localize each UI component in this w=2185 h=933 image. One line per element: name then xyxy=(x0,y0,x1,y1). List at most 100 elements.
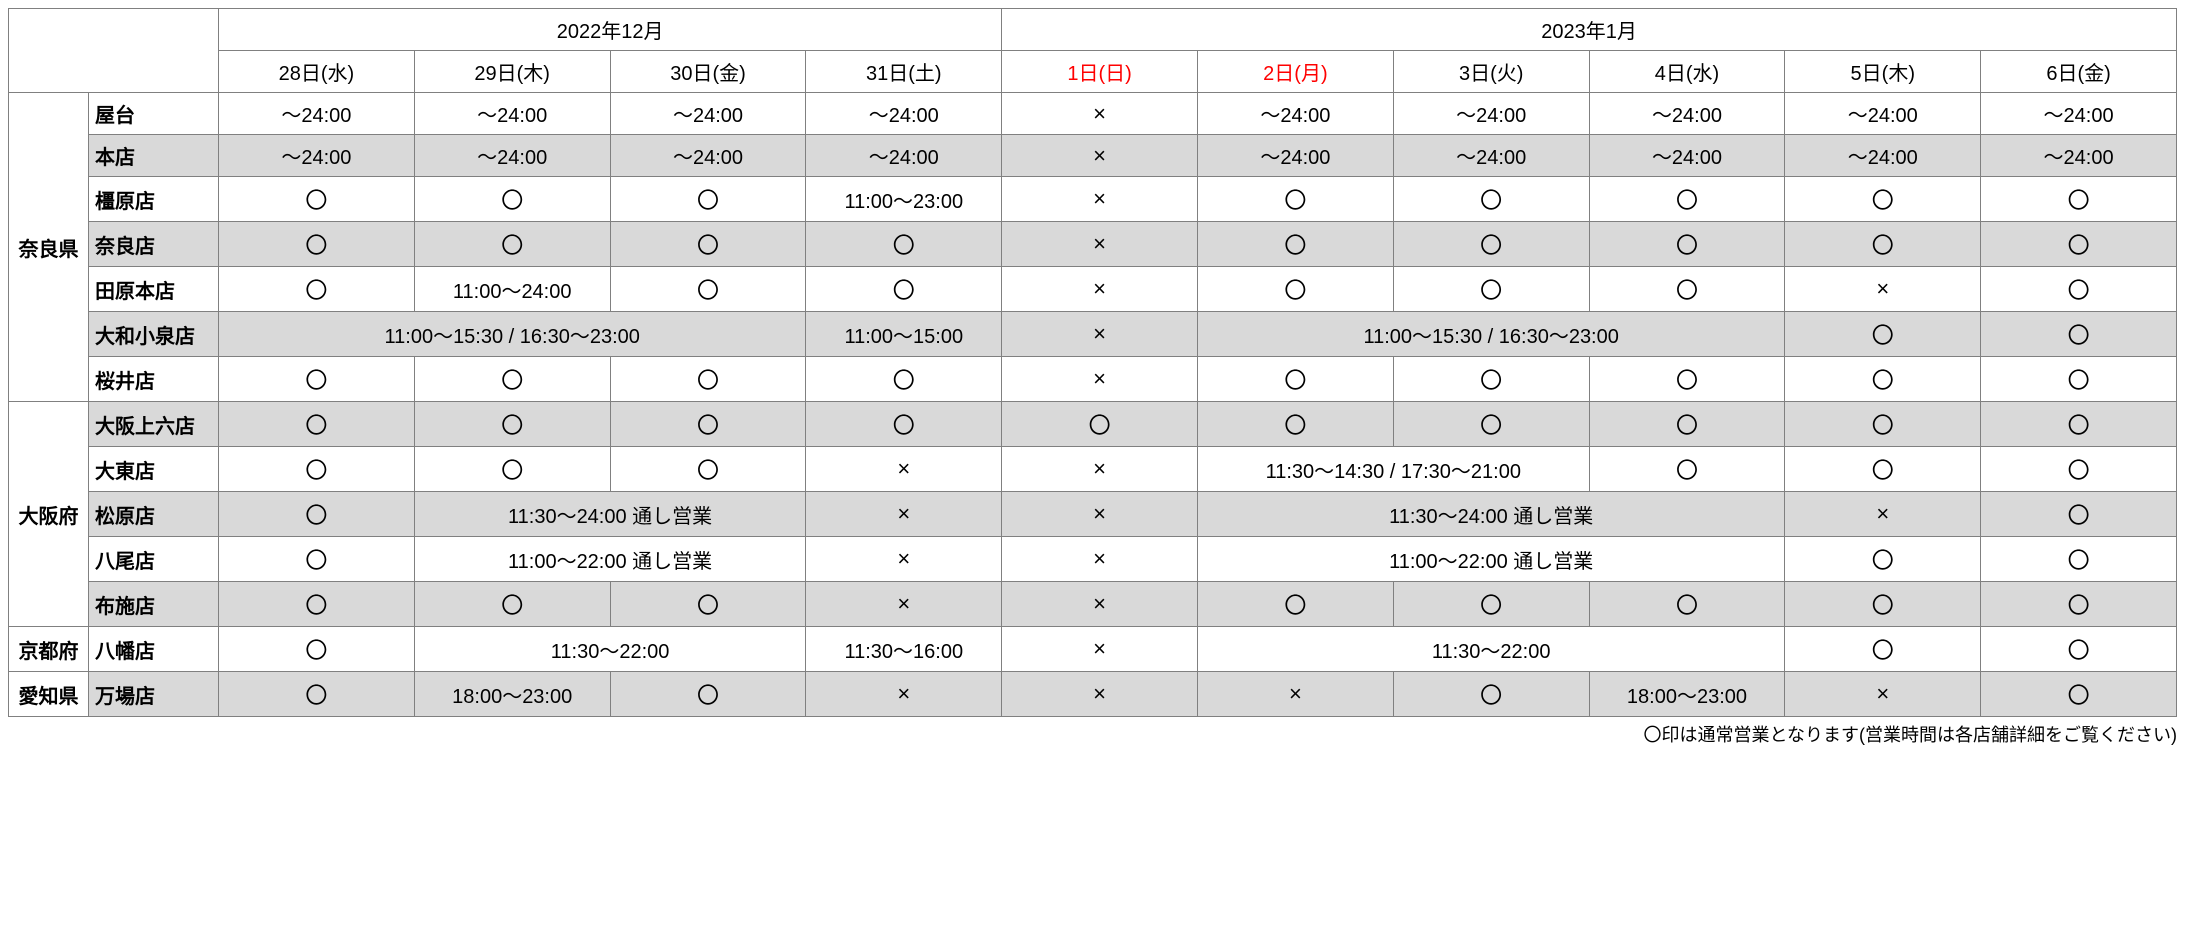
day-5: 5日(木) xyxy=(1785,51,1981,93)
cell: 〇 xyxy=(1589,447,1785,492)
cell: × xyxy=(1002,312,1198,357)
cell: ～24:00 xyxy=(1393,93,1589,135)
cell: 〇 xyxy=(1785,177,1981,222)
row-honten: 本店 ～24:00 ～24:00 ～24:00 ～24:00 × ～24:00 … xyxy=(9,135,2177,177)
cell: 〇 xyxy=(806,267,1002,312)
cell: 〇 xyxy=(1197,222,1393,267)
pref-nara: 奈良県 xyxy=(9,93,89,402)
cell: 〇 xyxy=(1197,582,1393,627)
cell: × xyxy=(1785,492,1981,537)
cell: ～24:00 xyxy=(610,135,806,177)
day-31: 31日(土) xyxy=(806,51,1002,93)
cell: 〇 xyxy=(1785,582,1981,627)
cell: 〇 xyxy=(1785,312,1981,357)
cell: × xyxy=(1002,267,1198,312)
row-yawata: 京都府 八幡店 〇 11:30～22:00 11:30～16:00 × 11:3… xyxy=(9,627,2177,672)
cell: 〇 xyxy=(806,357,1002,402)
cell: ～24:00 xyxy=(1589,93,1785,135)
cell: 11:00～15:30 / 16:30～23:00 xyxy=(219,312,806,357)
cell: 11:30～16:00 xyxy=(806,627,1002,672)
store-mamba: 万場店 xyxy=(89,672,219,717)
store-yamato: 大和小泉店 xyxy=(89,312,219,357)
row-tawara: 田原本店 〇 11:00～24:00 〇 〇 × 〇 〇 〇 × 〇 xyxy=(9,267,2177,312)
cell: ～24:00 xyxy=(610,93,806,135)
cell: 〇 xyxy=(1393,357,1589,402)
cell: 〇 xyxy=(1785,537,1981,582)
cell: 〇 xyxy=(219,447,415,492)
cell: 11:30～22:00 xyxy=(414,627,806,672)
cell: 〇 xyxy=(414,402,610,447)
row-kashihara: 橿原店 〇 〇 〇 11:00～23:00 × 〇 〇 〇 〇 〇 xyxy=(9,177,2177,222)
cell: 〇 xyxy=(219,672,415,717)
row-ueroku: 大阪府 大阪上六店 〇 〇 〇 〇 〇 〇 〇 〇 〇 〇 xyxy=(9,402,2177,447)
pref-kyoto: 京都府 xyxy=(9,627,89,672)
cell: 〇 xyxy=(610,177,806,222)
cell: 18:00～23:00 xyxy=(414,672,610,717)
cell: 〇 xyxy=(610,357,806,402)
cell: 〇 xyxy=(1981,672,2177,717)
day-1: 1日(日) xyxy=(1002,51,1198,93)
cell: × xyxy=(1002,135,1198,177)
cell: 〇 xyxy=(1393,222,1589,267)
cell: × xyxy=(806,672,1002,717)
cell: 〇 xyxy=(610,582,806,627)
cell: 〇 xyxy=(414,222,610,267)
cell: 〇 xyxy=(610,402,806,447)
cell: 〇 xyxy=(1197,177,1393,222)
row-nara: 奈良店 〇 〇 〇 〇 × 〇 〇 〇 〇 〇 xyxy=(9,222,2177,267)
row-daito: 大東店 〇 〇 〇 × × 11:30～14:30 / 17:30～21:00 … xyxy=(9,447,2177,492)
cell: 〇 xyxy=(219,582,415,627)
cell: × xyxy=(806,447,1002,492)
cell: × xyxy=(1002,492,1198,537)
month-jan: 2023年1月 xyxy=(1002,9,2177,51)
row-matsubara: 松原店 〇 11:30～24:00 通し営業 × × 11:30～24:00 通… xyxy=(9,492,2177,537)
cell: 〇 xyxy=(1785,447,1981,492)
cell: 〇 xyxy=(219,177,415,222)
cell: 〇 xyxy=(1393,267,1589,312)
day-2: 2日(月) xyxy=(1197,51,1393,93)
cell: 〇 xyxy=(610,222,806,267)
cell: 〇 xyxy=(1589,582,1785,627)
cell: 〇 xyxy=(1393,582,1589,627)
month-dec: 2022年12月 xyxy=(219,9,1002,51)
pref-osaka: 大阪府 xyxy=(9,402,89,627)
cell: 〇 xyxy=(219,222,415,267)
cell: 〇 xyxy=(1785,222,1981,267)
row-yao: 八尾店 〇 11:00～22:00 通し営業 × × 11:00～22:00 通… xyxy=(9,537,2177,582)
cell: 〇 xyxy=(1589,402,1785,447)
row-mamba: 愛知県 万場店 〇 18:00～23:00 〇 × × × 〇 18:00～23… xyxy=(9,672,2177,717)
cell: ～24:00 xyxy=(1393,135,1589,177)
cell: 11:30～22:00 xyxy=(1197,627,1784,672)
cell: ～24:00 xyxy=(219,135,415,177)
store-yatai: 屋台 xyxy=(89,93,219,135)
cell: 〇 xyxy=(414,357,610,402)
schedule-table: 2022年12月 2023年1月 28日(水) 29日(木) 30日(金) 31… xyxy=(8,8,2177,717)
cell: 11:00～24:00 xyxy=(414,267,610,312)
cell: 〇 xyxy=(219,267,415,312)
cell: × xyxy=(806,582,1002,627)
cell: 11:00～15:30 / 16:30～23:00 xyxy=(1197,312,1784,357)
cell: × xyxy=(1002,93,1198,135)
day-28: 28日(水) xyxy=(219,51,415,93)
day-3: 3日(火) xyxy=(1393,51,1589,93)
cell: 〇 xyxy=(219,537,415,582)
store-yawata: 八幡店 xyxy=(89,627,219,672)
store-sakurai: 桜井店 xyxy=(89,357,219,402)
cell: 〇 xyxy=(1981,267,2177,312)
cell: 〇 xyxy=(1981,177,2177,222)
cell: × xyxy=(1002,582,1198,627)
cell: 11:30～24:00 通し営業 xyxy=(414,492,806,537)
cell: ～24:00 xyxy=(806,93,1002,135)
store-nara: 奈良店 xyxy=(89,222,219,267)
store-yao: 八尾店 xyxy=(89,537,219,582)
cell: 〇 xyxy=(1589,177,1785,222)
cell: 〇 xyxy=(1785,402,1981,447)
cell: 〇 xyxy=(219,357,415,402)
cell: 11:00～22:00 通し営業 xyxy=(1197,537,1784,582)
cell: 〇 xyxy=(414,177,610,222)
cell: × xyxy=(1197,672,1393,717)
cell: × xyxy=(1002,177,1198,222)
cell: 〇 xyxy=(610,447,806,492)
cell: ～24:00 xyxy=(414,93,610,135)
cell: ～24:00 xyxy=(1981,93,2177,135)
